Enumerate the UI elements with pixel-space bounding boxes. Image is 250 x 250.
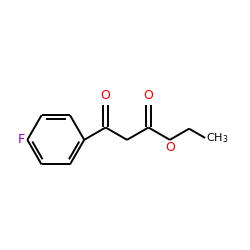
Text: O: O — [101, 89, 110, 102]
Text: O: O — [165, 141, 175, 154]
Text: O: O — [144, 89, 154, 102]
Text: F: F — [18, 133, 25, 146]
Text: CH$_3$: CH$_3$ — [206, 131, 229, 145]
